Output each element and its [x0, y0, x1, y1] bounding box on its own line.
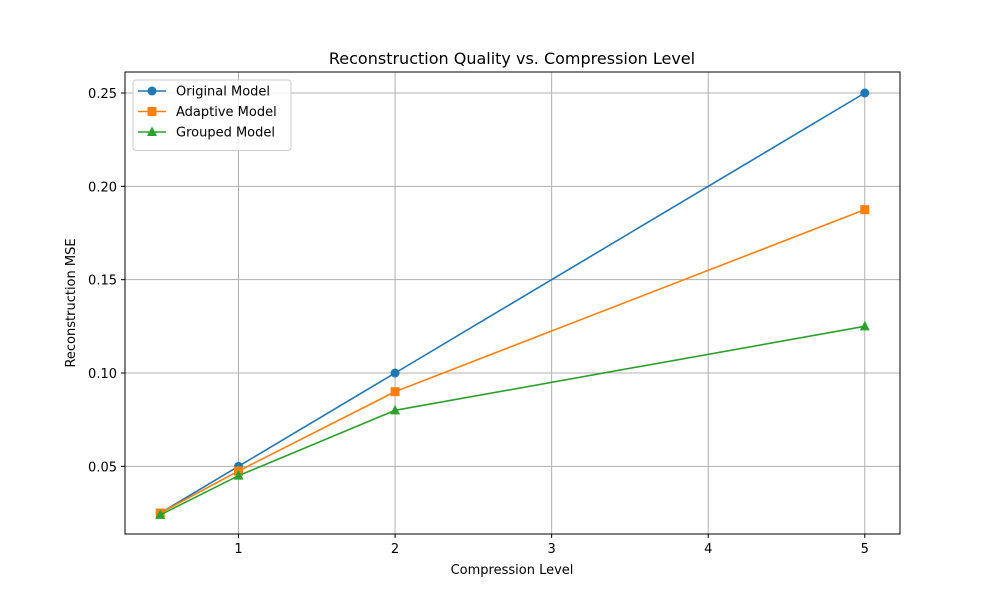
- legend-box: [132, 79, 292, 151]
- series-3: [155, 320, 870, 519]
- series-layer: [155, 88, 870, 519]
- chart-title: Reconstruction Quality vs. Compression L…: [329, 49, 695, 68]
- legend-marker: [147, 107, 157, 116]
- x-tick-label: 1: [234, 542, 242, 557]
- legend-marker: [147, 126, 157, 136]
- x-tick-label: 3: [548, 542, 556, 557]
- data-point: [859, 320, 870, 331]
- y-axis-ticks: 0.05 0.10 0.15 0.20 0.25: [88, 87, 125, 475]
- data-point: [390, 387, 400, 397]
- series-1: [155, 88, 870, 518]
- x-axis-ticks: 1 2 3 4 5: [234, 534, 869, 557]
- data-point: [860, 205, 870, 215]
- legend-item: Adaptive Model: [138, 105, 277, 120]
- y-tick-label: 0.20: [88, 180, 117, 195]
- y-axis-label: Reconstruction MSE: [64, 238, 79, 367]
- y-tick-label: 0.15: [88, 274, 117, 289]
- data-point: [233, 470, 244, 480]
- series-line: [159, 208, 866, 514]
- data-point: [390, 368, 400, 378]
- x-tick-label: 2: [391, 542, 399, 557]
- plot-frame: [124, 71, 901, 535]
- x-tick-label: 4: [704, 542, 712, 557]
- series-2: [155, 205, 870, 518]
- y-tick-label: 0.05: [88, 460, 117, 475]
- data-point: [860, 88, 870, 98]
- legend-label: Original Model: [176, 85, 270, 100]
- x-tick-label: 5: [861, 542, 869, 557]
- y-tick-label: 0.25: [88, 87, 117, 102]
- grid: [125, 72, 900, 534]
- legend-item: Grouped Model: [138, 126, 275, 141]
- data-point: [390, 404, 401, 415]
- legend-item: Original Model: [138, 85, 270, 100]
- series-line: [159, 92, 866, 514]
- legend-label: Adaptive Model: [176, 105, 277, 120]
- series-line: [159, 325, 865, 516]
- x-axis-label: Compression Level: [451, 563, 574, 578]
- legend-marker: [147, 86, 157, 96]
- y-tick-label: 0.10: [88, 367, 117, 382]
- legend: Original Model Adaptive Model Grouped Mode…: [132, 79, 292, 151]
- data-point: [155, 509, 166, 519]
- legend-label: Grouped Model: [176, 126, 275, 141]
